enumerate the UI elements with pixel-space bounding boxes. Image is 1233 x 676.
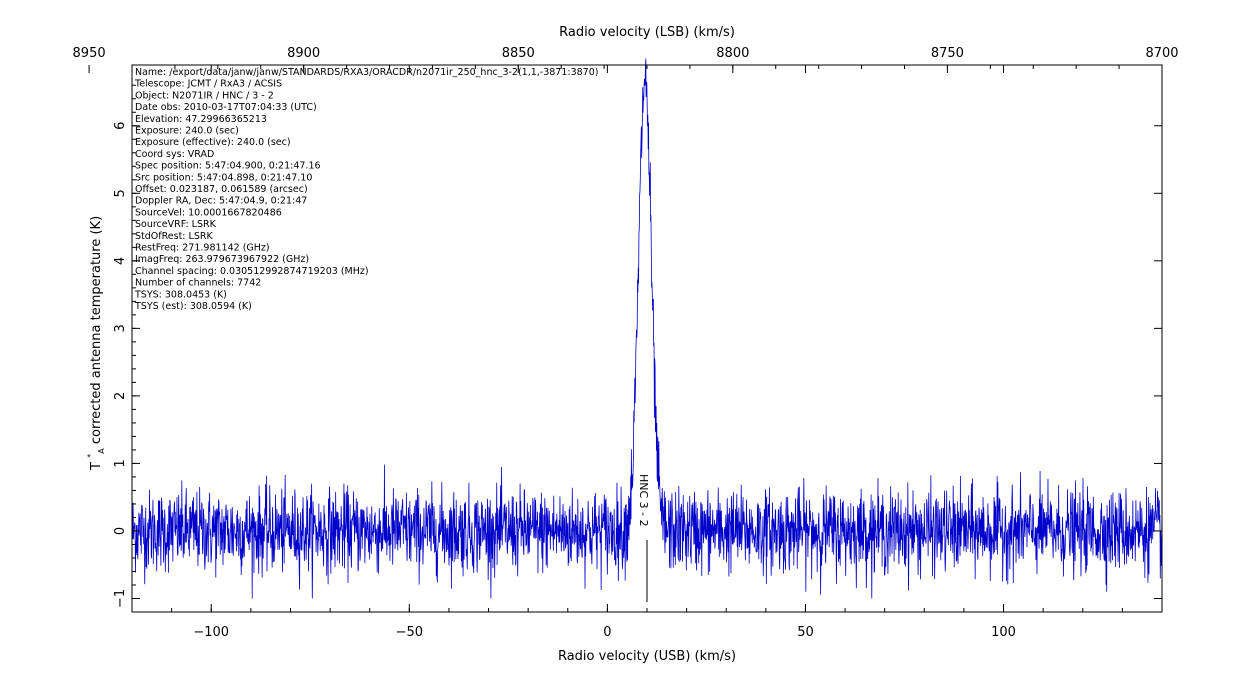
bottom-tick-label: −50 xyxy=(396,625,423,640)
bottom-tick-label: −100 xyxy=(193,625,229,640)
header-info-line: Exposure (effective): 240.0 (sec) xyxy=(135,137,291,148)
header-info-line: ImagFreq: 263.979673967922 (GHz) xyxy=(135,254,309,265)
y-axis-title-superscript: * xyxy=(86,454,95,458)
y-axis-title: T * A corrected antenna temperature (K) xyxy=(82,216,108,471)
y-tick-label: −1 xyxy=(113,589,128,608)
line-marker-label: HNC 3 - 2 xyxy=(637,474,650,527)
bottom-axis: −100 −50 0 50 100 xyxy=(131,65,1163,640)
header-info-line: SourceVRF: LSRK xyxy=(135,219,217,230)
y-tick-label: 4 xyxy=(113,257,128,265)
bottom-tick-label: 0 xyxy=(603,625,611,640)
y-tick-label: 3 xyxy=(113,324,128,332)
header-info-line: Spec position: 5:47:04.900, 0:21:47.16 xyxy=(135,161,321,172)
header-info-line: Object: N2071IR / HNC / 3 - 2 xyxy=(135,90,274,101)
header-info-line: Date obs: 2010-03-17T07:04:33 (UTC) xyxy=(135,102,317,113)
header-info-line: Coord sys: VRAD xyxy=(135,149,214,160)
header-info-line: Channel spacing: 0.030512992874719203 (M… xyxy=(135,266,369,277)
top-tick-label: 8750 xyxy=(931,46,964,61)
header-info-line: Exposure: 240.0 (sec) xyxy=(135,126,239,137)
header-info-line: Offset: 0.023187, 0.061589 (arcsec) xyxy=(135,184,308,195)
header-info-line: Number of channels: 7742 xyxy=(135,278,261,289)
y-axis: −1 0 1 2 3 4 5 6 xyxy=(113,84,1162,608)
y-tick-label: 2 xyxy=(113,392,128,400)
y-tick-label: 5 xyxy=(113,189,128,197)
header-info-line: TSYS (est): 308.0594 (K) xyxy=(134,301,252,312)
spectrum-line xyxy=(131,58,1163,599)
y-tick-label: 0 xyxy=(113,527,128,535)
top-tick-label: 8800 xyxy=(716,46,749,61)
header-info-line: Name: /export/data/janw/janw/STANDARDS/R… xyxy=(135,67,598,78)
y-axis-title-main: T xyxy=(89,462,104,471)
y-tick-label: 1 xyxy=(113,459,128,467)
bottom-tick-label: 100 xyxy=(991,625,1016,640)
header-info-line: Doppler RA, Dec: 5:47:04.9, 0:21:47 xyxy=(135,196,307,207)
y-tick-label: 6 xyxy=(113,122,128,130)
header-info-line: Elevation: 47.29966365213 xyxy=(135,114,267,125)
top-axis: 8950 8900 8850 8800 8750 8700 xyxy=(73,46,1179,73)
y-axis-title-text: corrected antenna temperature (K) xyxy=(89,216,104,444)
header-info-line: Src position: 5:47:04.898, 0:21:47.10 xyxy=(135,172,312,183)
header-info-line: SourceVel: 10.0001667820486 xyxy=(135,207,282,218)
header-info: Name: /export/data/janw/janw/STANDARDS/R… xyxy=(134,67,598,312)
top-tick-label: 8950 xyxy=(73,46,106,61)
header-info-line: StdOfRest: LSRK xyxy=(135,231,213,242)
top-tick-label: 8700 xyxy=(1145,46,1178,61)
bottom-axis-title: Radio velocity (USB) (km/s) xyxy=(558,649,736,664)
header-info-line: TSYS: 308.0453 (K) xyxy=(134,289,227,300)
top-axis-title: Radio velocity (LSB) (km/s) xyxy=(559,25,735,40)
top-tick-label: 8900 xyxy=(287,46,320,61)
bottom-tick-label: 50 xyxy=(797,625,814,640)
header-info-line: RestFreq: 271.981142 (GHz) xyxy=(135,243,270,254)
header-info-line: Telescope: JCMT / RxA3 / ACSIS xyxy=(134,79,282,90)
y-axis-title-subscript: A xyxy=(97,448,106,454)
top-tick-label: 8850 xyxy=(502,46,535,61)
